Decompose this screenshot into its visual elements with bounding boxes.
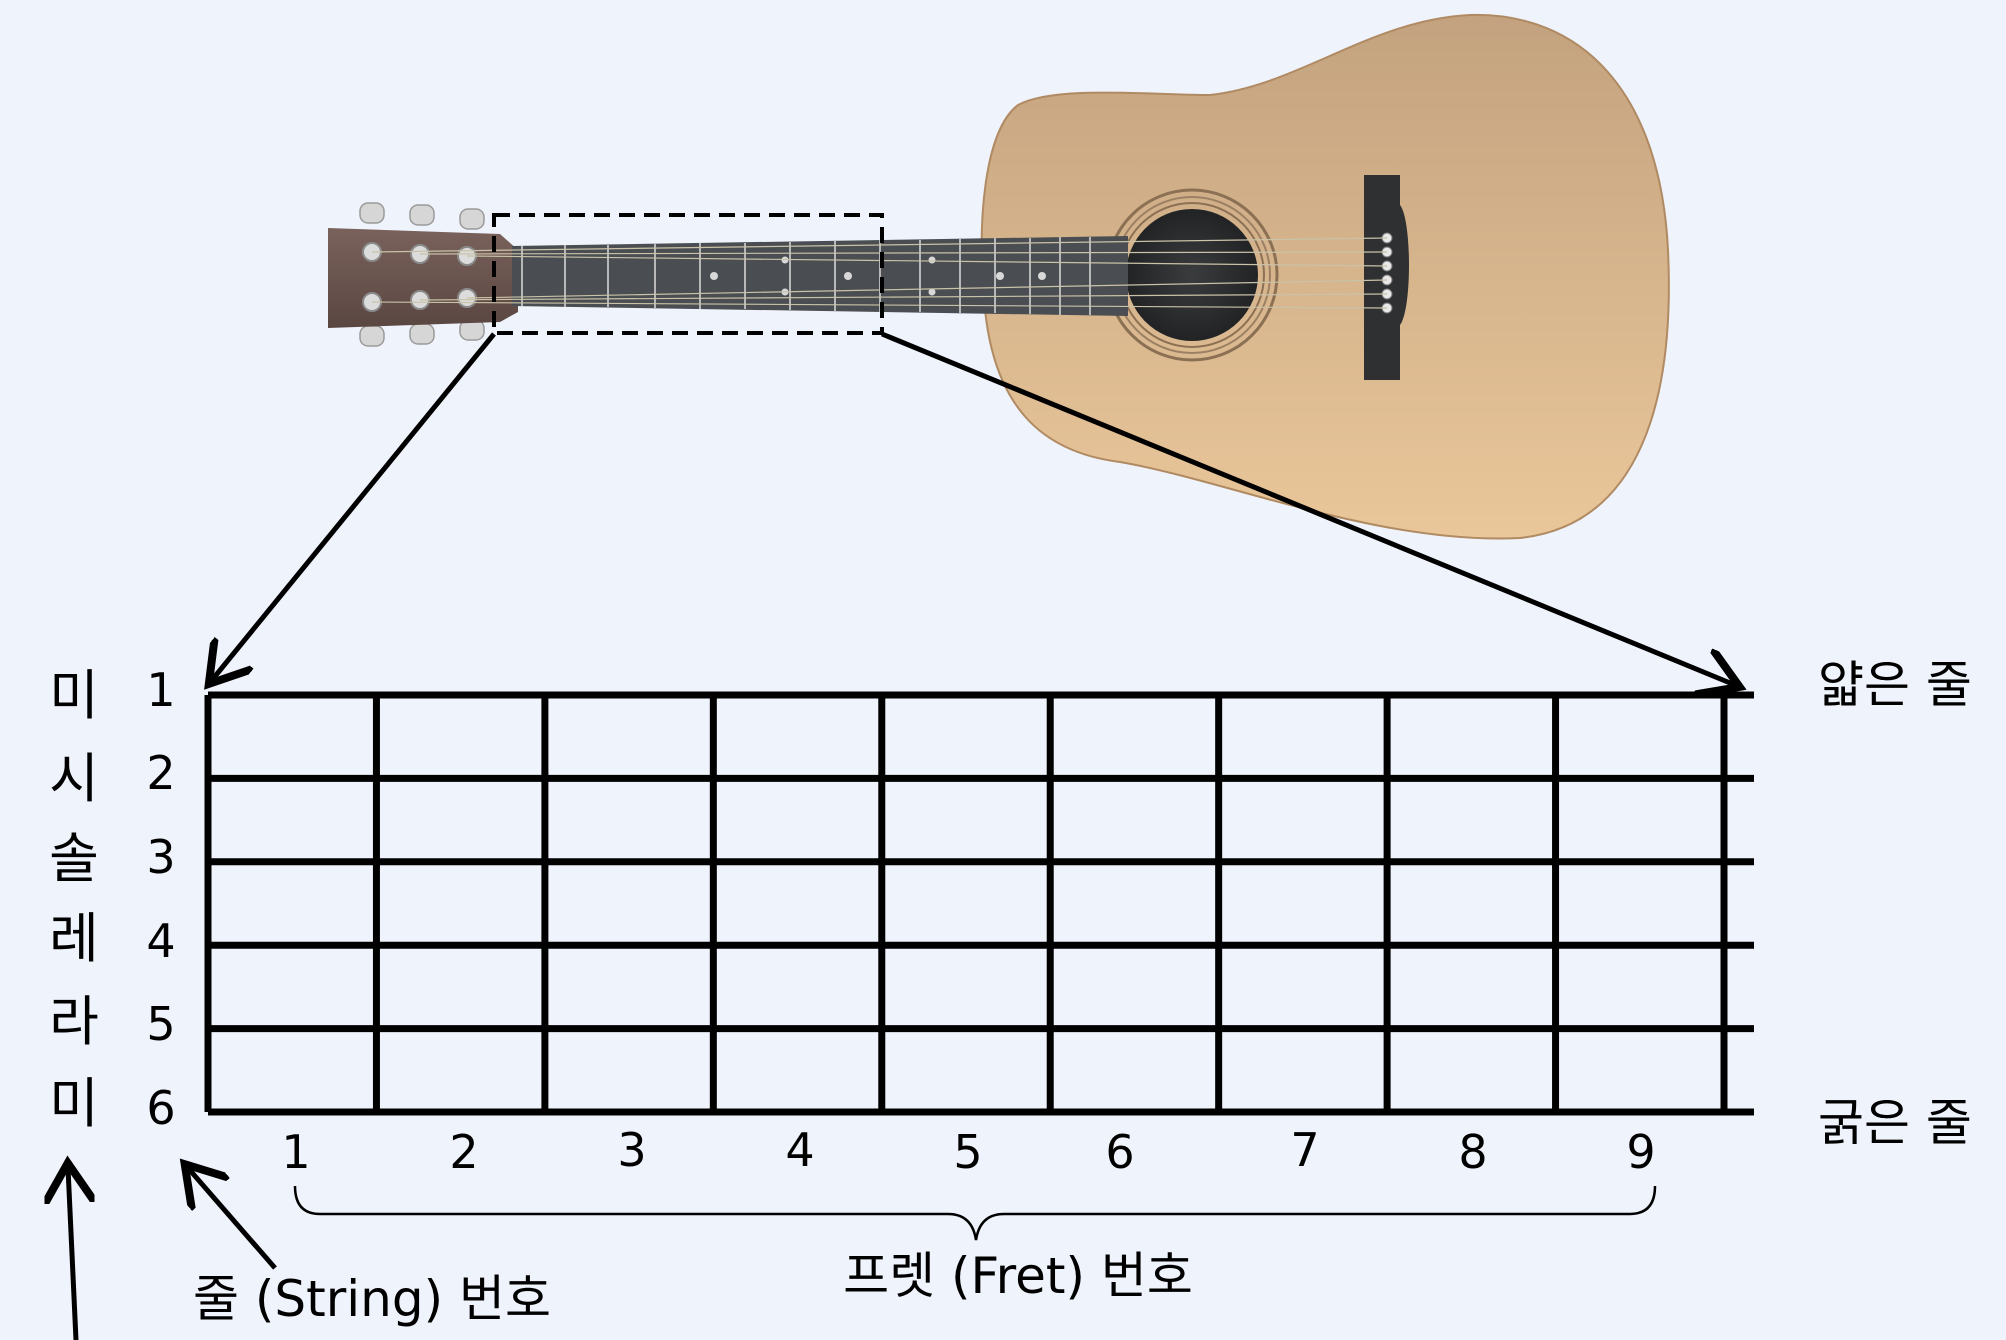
string-note-1: 미: [49, 664, 99, 727]
fret-number-2: 2: [449, 1125, 478, 1179]
fret-inlays: [710, 256, 1046, 296]
string-number-1: 1: [146, 663, 175, 717]
fret-grid: [204, 691, 1754, 1116]
string-number-caption: 줄 (String) 번호: [193, 1270, 551, 1328]
string-number-3: 3: [146, 830, 175, 884]
string-note-2: 시: [49, 747, 99, 810]
fret-number-4: 4: [785, 1123, 814, 1177]
string-numbers: 1 2 3 4 5 6: [146, 663, 175, 1135]
string-note-arrow: [68, 1168, 76, 1340]
string-note-5: 라: [49, 990, 99, 1053]
sound-hole: [1126, 209, 1258, 341]
thick-string-label: 굵은 줄: [1818, 1094, 1972, 1152]
string-number-5: 5: [146, 997, 175, 1051]
thin-string-label: 얇은 줄: [1818, 656, 1972, 714]
zoom-selection-box: [492, 213, 884, 335]
guitar-illustration: [328, 13, 1670, 540]
zoom-arrow-left: [212, 332, 496, 680]
fret-number-caption: 프렛 (Fret) 번호: [843, 1247, 1193, 1305]
zoom-arrow-right: [881, 331, 1735, 685]
string-note-3: 솔: [49, 827, 99, 890]
fret-number-brace: [293, 1185, 1657, 1241]
fret-number-9: 9: [1626, 1125, 1655, 1179]
fret-numbers: 1 2 3 4 5 6 7 8 9: [281, 1123, 1655, 1179]
string-number-4: 4: [146, 914, 175, 968]
fret-number-8: 8: [1458, 1125, 1487, 1179]
fret-number-1: 1: [281, 1125, 310, 1179]
fret-number-3: 3: [617, 1123, 646, 1177]
fret-number-6: 6: [1105, 1125, 1134, 1179]
string-note-6: 미: [49, 1072, 99, 1135]
string-number-2: 2: [146, 746, 175, 800]
string-number-6: 6: [146, 1081, 175, 1135]
fret-number-7: 7: [1290, 1123, 1319, 1177]
string-note-4: 레: [49, 907, 99, 970]
string-number-arrow: [188, 1168, 277, 1270]
guitar-strings: [371, 237, 1388, 309]
guitar-fretboard: [512, 236, 1128, 316]
string-notes: 미 시 솔 레 라 미: [49, 664, 99, 1135]
fret-number-5: 5: [953, 1125, 982, 1179]
guitar-headstock: [328, 228, 518, 328]
